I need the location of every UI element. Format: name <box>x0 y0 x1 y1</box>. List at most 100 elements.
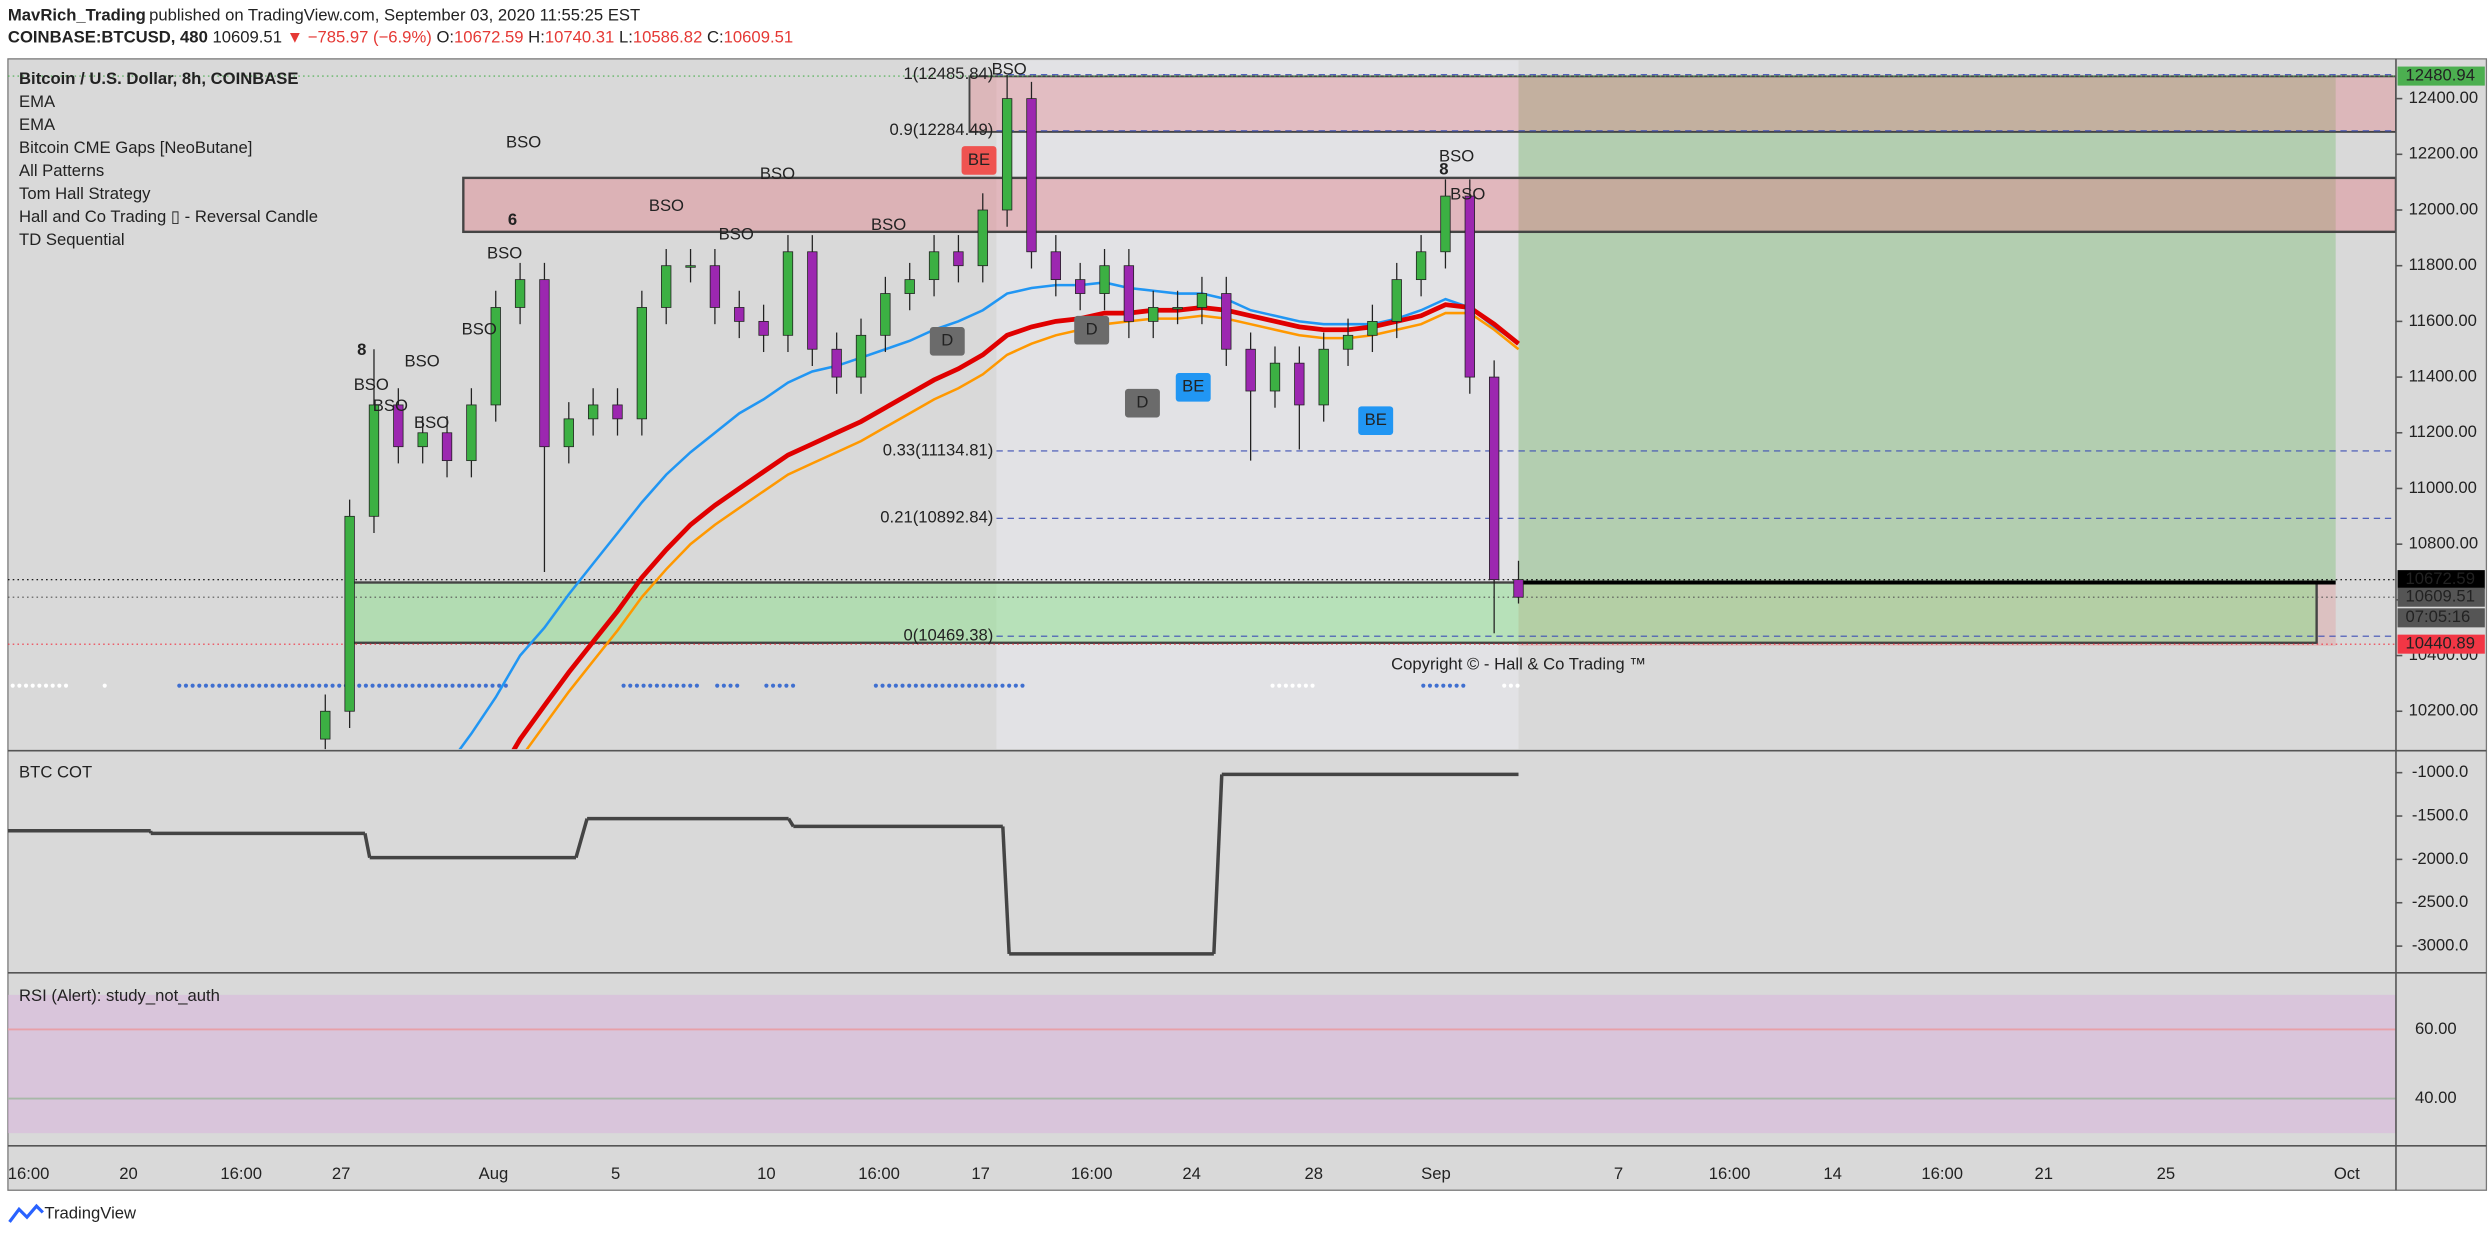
candle-body <box>685 265 696 268</box>
legend-entry: Bitcoin CME Gaps [NeoButane] <box>19 138 252 157</box>
cot-connector <box>1001 826 1011 954</box>
pattern-label: BSO <box>871 215 906 234</box>
signal-dot <box>17 683 22 688</box>
candle-body <box>320 710 331 740</box>
td-count: 8 <box>357 340 366 359</box>
signal-dot <box>1000 683 1005 688</box>
y-tick-label: -1000.0 <box>2412 762 2469 781</box>
pattern-badge <box>1358 406 1394 435</box>
copyright: Copyright © - Hall & Co Trading ™ <box>1391 654 1646 673</box>
logo <box>8 1203 44 1223</box>
signal-dot <box>197 683 202 688</box>
signal-dot <box>721 683 726 688</box>
candle-body <box>1123 265 1135 322</box>
rsi-pane <box>7 994 2396 1134</box>
signal-dot <box>735 683 740 688</box>
signal-dot <box>250 683 255 688</box>
high: 10740.31 <box>545 28 614 47</box>
resistance-box <box>462 176 2396 234</box>
signal-dot <box>1434 683 1439 688</box>
candle-body <box>393 404 404 448</box>
signal-dot <box>450 683 455 688</box>
last: 10609.51 <box>212 28 281 47</box>
x-tick-label: 25 <box>2157 1164 2176 1183</box>
candle-body <box>1391 279 1402 322</box>
candle-body <box>1221 293 1232 350</box>
signal-dot <box>1277 683 1282 688</box>
signal-dot <box>183 683 189 688</box>
y-tick-label: 40.00 <box>2415 1088 2457 1107</box>
l-label: L: <box>619 28 633 47</box>
y-tick-label: 12200.00 <box>2409 144 2478 163</box>
pattern-label: BSO <box>1439 147 1474 166</box>
signal-dot <box>1007 683 1012 688</box>
signal-dot <box>257 683 262 688</box>
candle-body <box>928 251 940 281</box>
signal-dot <box>1290 683 1295 688</box>
pattern-label: BE <box>1182 377 1204 396</box>
candle-body <box>587 404 599 420</box>
y-tick-label: 11600.00 <box>2409 311 2477 330</box>
x-tick-label: 16:00 <box>8 1164 50 1183</box>
signal-dot <box>177 683 182 688</box>
pattern-badge <box>1175 373 1211 402</box>
signal-dot <box>383 683 388 688</box>
rsi-band <box>7 994 2396 1134</box>
candle-body <box>880 293 891 336</box>
signal-dot <box>933 683 938 688</box>
range-shade <box>996 60 1519 750</box>
signal-dot <box>203 683 209 688</box>
signal-dot <box>1427 683 1433 688</box>
signal-dot <box>960 683 965 688</box>
pattern-badge <box>1124 388 1160 418</box>
price-badge <box>2397 66 2485 86</box>
x-tick-label: 16:00 <box>1071 1164 1113 1183</box>
signal-dot <box>688 683 693 688</box>
pattern-label: BSO <box>487 243 522 262</box>
fib-label: 0.33(11134.81) <box>883 440 994 459</box>
stop-zone <box>1518 582 2336 646</box>
legend-entry: Bitcoin / U.S. Dollar, 8h, COINBASE <box>19 69 299 88</box>
pattern-label: BSO <box>719 224 754 243</box>
candle-body <box>1488 376 1500 581</box>
signal-dot <box>654 683 659 688</box>
signal-dot <box>661 683 666 688</box>
signal-dot <box>417 683 422 688</box>
cot-connector <box>787 817 795 828</box>
published: published on TradingView.com, September … <box>149 5 640 24</box>
signal-dot <box>674 683 679 688</box>
candle-body <box>1269 362 1281 392</box>
signal-dot <box>290 683 295 688</box>
candle-body <box>855 334 867 378</box>
signal-dot <box>323 683 328 688</box>
signal-dot <box>1461 683 1466 688</box>
signal-dot <box>893 683 898 688</box>
countdown-badge <box>2397 608 2485 628</box>
signal-dot <box>277 683 282 688</box>
candle-body <box>758 320 769 336</box>
y-tick-label: 11400.00 <box>2409 366 2477 385</box>
signal-dot <box>777 683 782 688</box>
x-tick-label: Sep <box>1421 1164 1451 1183</box>
x-tick-label: 16:00 <box>1921 1164 1963 1183</box>
legend-entry: EMA <box>19 115 56 134</box>
signal-dot <box>23 683 29 688</box>
signal-dot <box>303 683 308 688</box>
y-tick-label: 11200.00 <box>2409 422 2477 441</box>
x-tick-label: Aug <box>479 1164 509 1183</box>
signal-dot <box>1454 683 1459 688</box>
candle-body <box>539 279 550 448</box>
candle-body <box>1148 307 1159 322</box>
signal-dot <box>900 683 905 688</box>
signal-dot <box>1447 683 1453 688</box>
author: MavRich_Trading <box>8 5 146 24</box>
signal-dot <box>397 683 402 688</box>
y-tick-label: -1500.0 <box>2412 805 2469 824</box>
signal-dot <box>628 683 633 688</box>
signal-dot <box>1303 683 1308 688</box>
candle-body <box>417 432 428 448</box>
y-tick-label: 10800.00 <box>2409 534 2478 553</box>
candle-body <box>441 432 453 462</box>
signal-dot <box>1515 683 1520 688</box>
signal-dot <box>10 683 15 688</box>
